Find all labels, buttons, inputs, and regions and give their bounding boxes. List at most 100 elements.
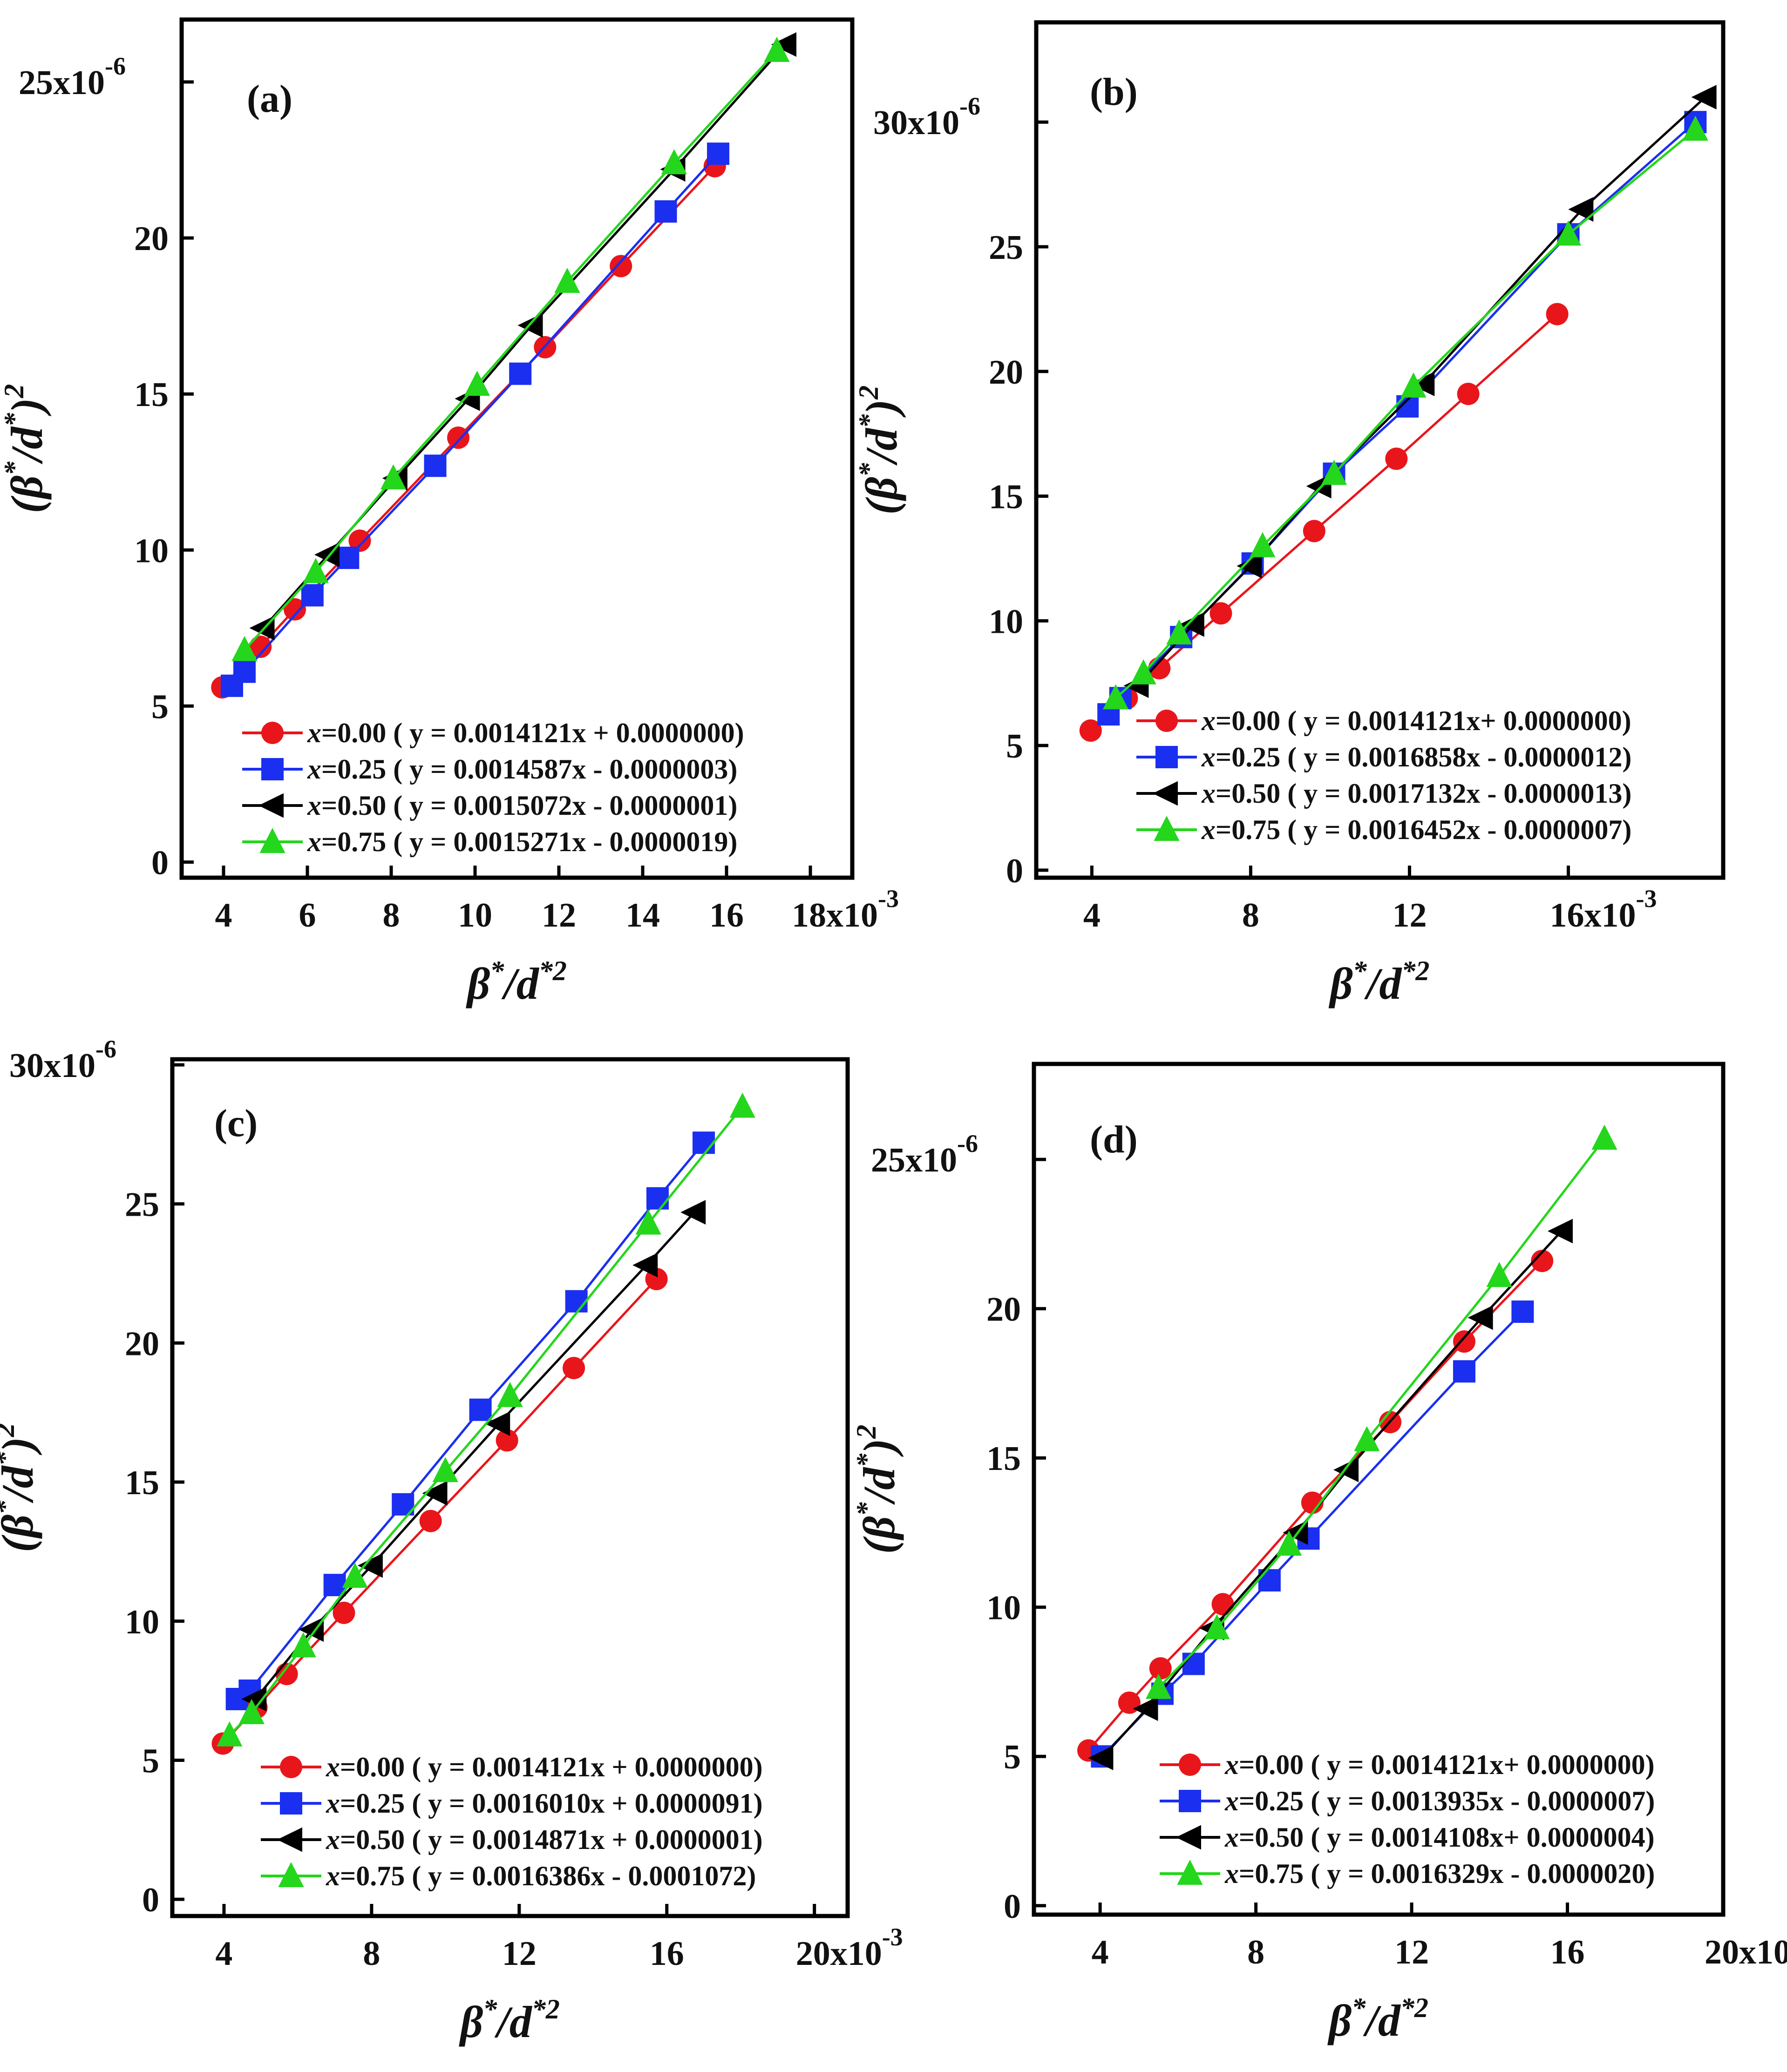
y-multiplier-exponent: -6 bbox=[95, 1035, 116, 1063]
data-point bbox=[1209, 602, 1232, 625]
data-point bbox=[342, 1563, 368, 1588]
legend-item: x=0.00 ( y = 0.0014121x+ 0.0000000) bbox=[1136, 705, 1631, 736]
y-tick-label: 20 bbox=[125, 1325, 159, 1363]
legend-item: x=0.75 ( y = 0.0016329x - 0.0000020) bbox=[1160, 1858, 1655, 1889]
data-point bbox=[249, 636, 272, 658]
data-point bbox=[1468, 1305, 1493, 1330]
y-tick-label: 30x10-6 bbox=[873, 92, 980, 142]
x-tick-label: 16x10-3 bbox=[1549, 885, 1657, 934]
data-point bbox=[238, 1699, 265, 1724]
y-tick-label: 0 bbox=[151, 844, 169, 882]
y-tick-label: 30x10-6 bbox=[9, 1035, 116, 1085]
x-tick-label: 16 bbox=[650, 1935, 684, 1973]
legend-label: x=0.75 ( y = 0.0016329x - 0.0000020) bbox=[1224, 1858, 1655, 1889]
data-point bbox=[290, 1632, 316, 1658]
x-tick-label: 8 bbox=[363, 1935, 380, 1973]
data-point bbox=[680, 1200, 706, 1225]
plot-frame bbox=[1034, 20, 1726, 880]
data-point bbox=[1130, 659, 1156, 684]
legend-label: x=0.50 ( y = 0.0014108x+ 0.0000004) bbox=[1224, 1822, 1655, 1853]
data-point bbox=[1301, 1491, 1324, 1514]
data-point bbox=[299, 1617, 324, 1642]
data-point bbox=[303, 558, 329, 583]
legend-marker bbox=[277, 1827, 302, 1852]
data-point bbox=[497, 1381, 523, 1407]
legend-item: x=0.25 ( y = 0.0014587x - 0.0000003) bbox=[242, 754, 737, 785]
legend-label: x=0.50 ( y = 0.0014871x + 0.0000001) bbox=[326, 1824, 763, 1855]
plot-frame bbox=[1032, 1062, 1726, 1917]
panel-tag: (b) bbox=[1090, 70, 1138, 114]
legend-item: x=0.00 ( y = 0.0014121x + 0.0000000) bbox=[261, 1752, 763, 1782]
legend-marker bbox=[280, 1756, 302, 1778]
legend-marker bbox=[259, 828, 285, 853]
data-point bbox=[337, 547, 360, 569]
y-axis-label: (β*/d*)2 bbox=[0, 384, 52, 514]
x-axis-label: β*/d*2 bbox=[459, 1994, 560, 2047]
data-point bbox=[1250, 532, 1276, 557]
legend-item: x=0.00 ( y = 0.0014121x + 0.0000000) bbox=[242, 718, 744, 748]
y-tick-label: 20 bbox=[986, 1291, 1021, 1329]
data-point bbox=[1400, 372, 1427, 398]
legend-item: x=0.00 ( y = 0.0014121x+ 0.0000000) bbox=[1160, 1749, 1655, 1780]
data-point bbox=[632, 1253, 658, 1278]
legend-marker bbox=[261, 758, 284, 780]
x-tick-label: 8 bbox=[1247, 1933, 1264, 1971]
data-point bbox=[646, 1187, 669, 1210]
data-point bbox=[1555, 220, 1582, 246]
legend-label: x=0.75 ( y = 0.0016386x - 0.0001072) bbox=[326, 1861, 756, 1891]
x-multiplier-exponent: -3 bbox=[878, 885, 899, 913]
y-multiplier-exponent: -6 bbox=[959, 92, 980, 120]
data-point bbox=[233, 660, 256, 683]
legend-label: x=0.00 ( y = 0.0014121x + 0.0000000) bbox=[307, 718, 744, 748]
data-point bbox=[764, 37, 790, 62]
y-tick-label: 25 bbox=[989, 229, 1023, 267]
legend-item: x=0.25 ( y = 0.0016010x + 0.0000091) bbox=[261, 1788, 763, 1819]
data-point bbox=[314, 542, 340, 567]
y-tick-label: 5 bbox=[1004, 1738, 1021, 1776]
y-tick-label: 15 bbox=[134, 376, 169, 414]
data-point bbox=[357, 1553, 383, 1578]
data-point bbox=[422, 1481, 448, 1506]
series-x=0.00 bbox=[1077, 1250, 1554, 1762]
data-point bbox=[1303, 520, 1325, 542]
y-tick-label: 0 bbox=[1004, 1888, 1021, 1926]
series-x=0.75 bbox=[217, 1092, 755, 1747]
legend-marker bbox=[258, 793, 284, 818]
data-point bbox=[509, 362, 532, 385]
legend-item: x=0.25 ( y = 0.0016858x - 0.0000012) bbox=[1136, 742, 1631, 772]
data-point bbox=[333, 1601, 355, 1624]
series-x=0.25 bbox=[225, 1131, 715, 1711]
series-x=0.00 bbox=[211, 155, 726, 699]
legend-item: x=0.25 ( y = 0.0013935x - 0.0000007) bbox=[1160, 1786, 1655, 1816]
data-point bbox=[1133, 1696, 1158, 1721]
x-tick-label: 12 bbox=[542, 896, 576, 934]
data-point bbox=[1182, 1652, 1205, 1675]
legend-marker bbox=[1153, 781, 1178, 806]
x-tick-label: 12 bbox=[1392, 896, 1427, 934]
x-tick-label: 4 bbox=[215, 896, 232, 934]
data-point bbox=[563, 1357, 585, 1380]
chart-panel-3: 4 8 12 16 20x10-3 0 5 10 15 20 25x10-6 (d) β*/d*2 (β*… bbox=[851, 1062, 1787, 2045]
x-tick-label: 12 bbox=[502, 1935, 537, 1973]
y-tick-label: 20 bbox=[989, 353, 1023, 392]
data-point bbox=[419, 1510, 442, 1532]
data-point bbox=[1204, 1614, 1230, 1639]
data-point bbox=[424, 454, 447, 477]
x-tick-label: 6 bbox=[299, 896, 316, 934]
plot-frame bbox=[170, 1057, 850, 1918]
x-axis-label: β*/d*2 bbox=[466, 955, 567, 1009]
data-point bbox=[1321, 460, 1347, 485]
y-tick-label: 0 bbox=[142, 1881, 159, 1919]
data-point bbox=[565, 1290, 588, 1313]
series-x=0.75 bbox=[1145, 1124, 1617, 1699]
series-x=0.00 bbox=[211, 1267, 668, 1755]
data-point bbox=[1486, 1262, 1512, 1287]
legend-marker bbox=[1179, 1754, 1201, 1776]
data-point bbox=[1546, 303, 1569, 325]
y-multiplier-exponent: -6 bbox=[105, 52, 126, 80]
plot-frame bbox=[179, 17, 855, 880]
legend-item: x=0.75 ( y = 0.0016452x - 0.0000007) bbox=[1136, 814, 1631, 845]
y-tick-label: 5 bbox=[151, 688, 169, 726]
y-tick-label: 15 bbox=[125, 1464, 159, 1502]
x-multiplier-exponent: -3 bbox=[1636, 885, 1657, 913]
